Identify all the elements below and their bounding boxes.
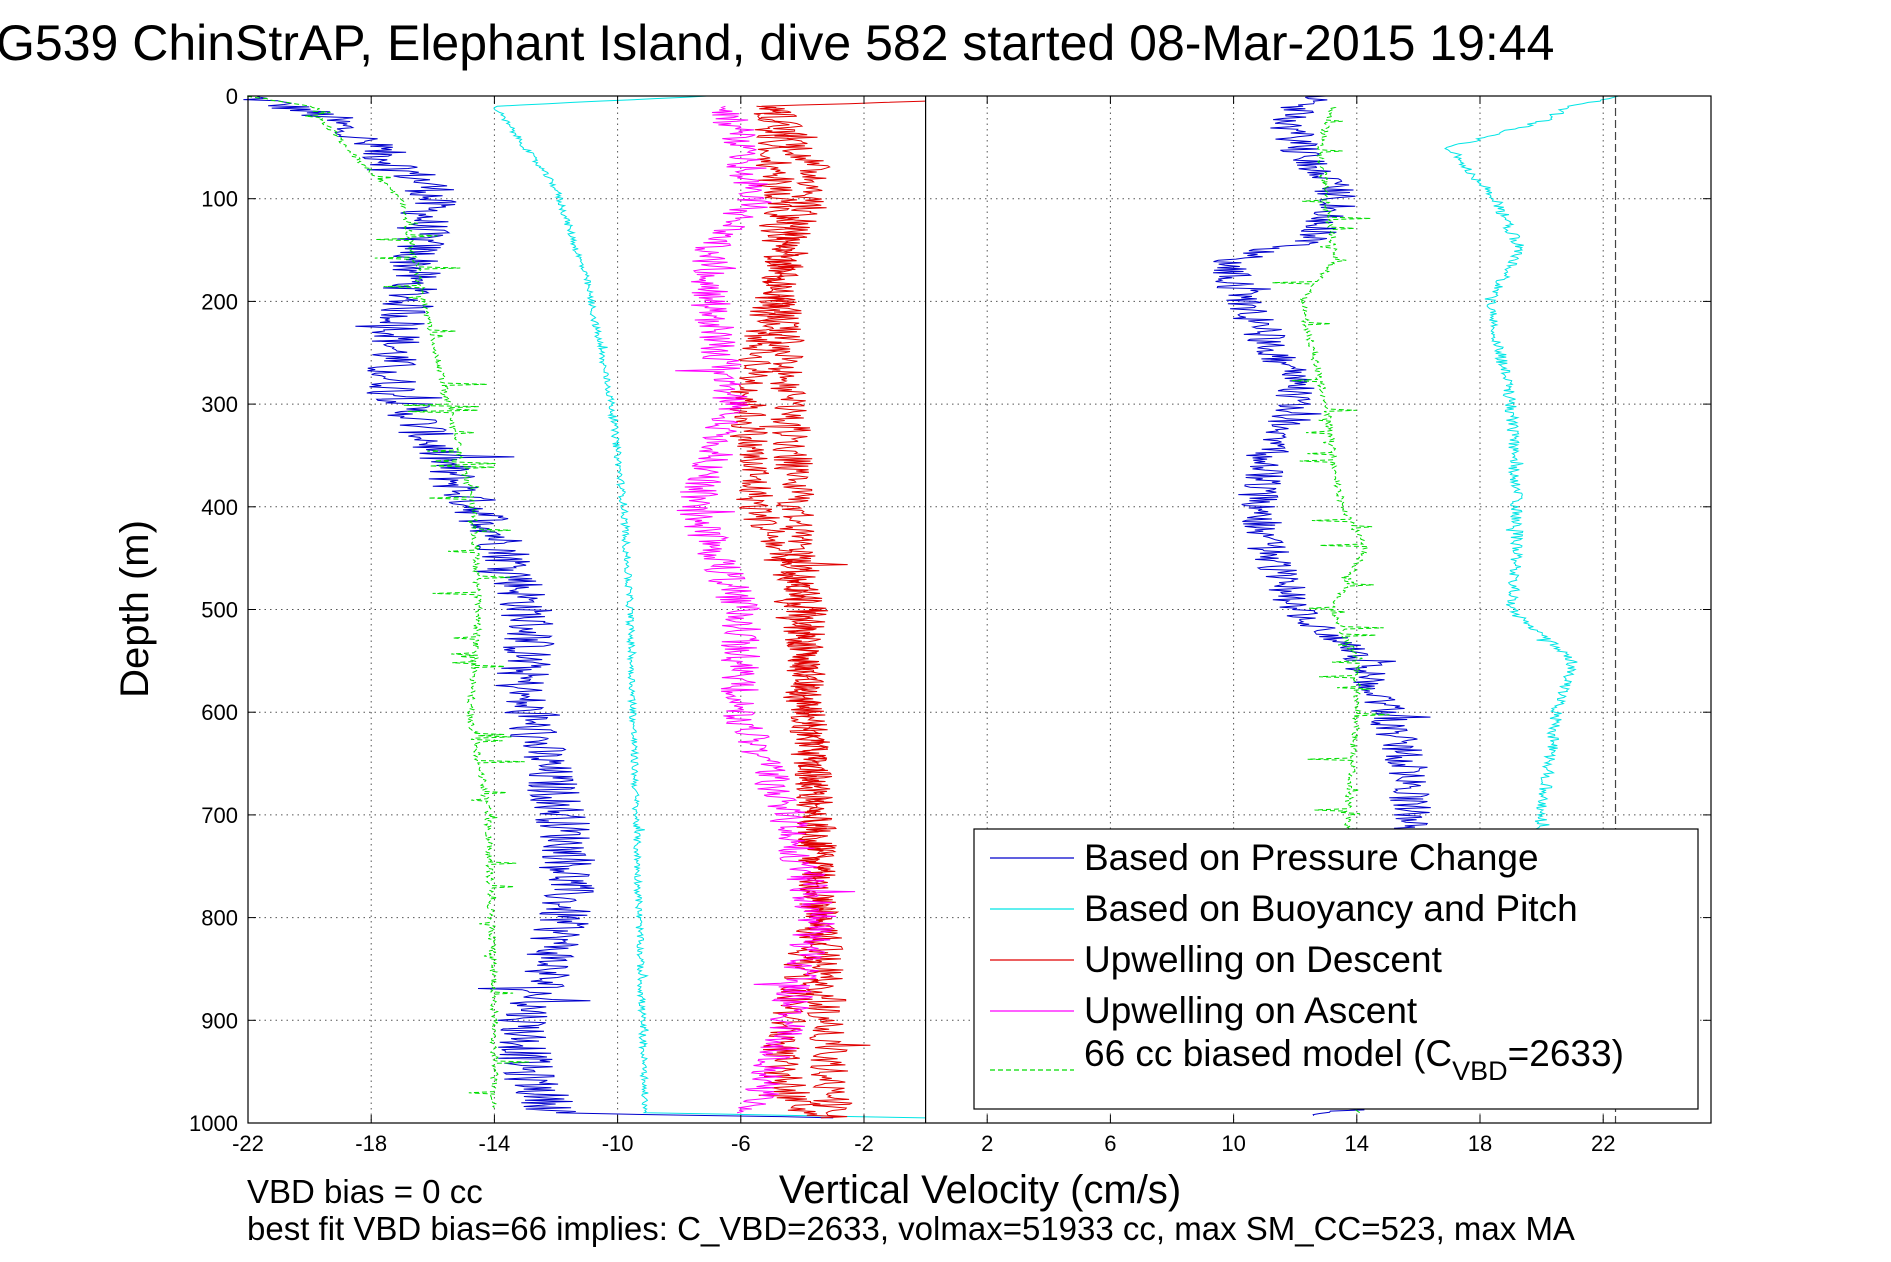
legend-label-model: 66 cc biased model (CVBD=2633): [1084, 1033, 1624, 1086]
x-tick-label: 10: [1221, 1131, 1245, 1156]
x-tick-label: 22: [1591, 1131, 1615, 1156]
x-tick-label: -2: [854, 1131, 874, 1156]
x-axis-ticks: -22 -18 -14 -10 -6 -2 2 6 10 14 18 22: [232, 96, 1615, 1156]
y-tick-label: 200: [201, 289, 238, 314]
footer-line-2: best fit VBD bias=66 implies: C_VBD=2633…: [247, 1210, 1575, 1247]
footer-line-1: VBD bias = 0 cc: [247, 1173, 483, 1210]
legend-label-buoyancy: Based on Buoyancy and Pitch: [1084, 888, 1578, 929]
y-tick-label: 700: [201, 803, 238, 828]
y-axis-ticks: 0 100 200 300 400 500 600 700 800 900 1000: [189, 84, 1711, 1136]
x-axis-label: Vertical Velocity (cm/s): [779, 1168, 1181, 1212]
x-tick-label: -14: [479, 1131, 511, 1156]
x-tick-label: 2: [981, 1131, 993, 1156]
x-tick-label: 18: [1468, 1131, 1492, 1156]
y-tick-label: 300: [201, 392, 238, 417]
y-tick-label: 1000: [189, 1111, 238, 1136]
y-tick-label: 100: [201, 187, 238, 212]
legend-label-pressure: Based on Pressure Change: [1084, 837, 1539, 878]
legend: Based on Pressure Change Based on Buoyanc…: [973, 828, 1699, 1110]
y-axis-label: Depth (m): [113, 520, 157, 698]
x-tick-label: -10: [602, 1131, 634, 1156]
y-tick-label: 400: [201, 495, 238, 520]
y-tick-label: 500: [201, 598, 238, 623]
legend-label-ascent: Upwelling on Ascent: [1084, 990, 1418, 1031]
series-layer: [243, 95, 1619, 1119]
series-line-model_descent: [247, 95, 530, 1108]
legend-label-descent: Upwelling on Descent: [1084, 939, 1443, 980]
x-tick-label: -6: [731, 1131, 751, 1156]
y-tick-label: 600: [201, 700, 238, 725]
legend-box: [973, 828, 1699, 1110]
x-tick-label: -18: [355, 1131, 387, 1156]
series-line-buoyancy_descent: [493, 95, 926, 1119]
x-tick-label: -22: [232, 1131, 264, 1156]
series-line-pressure_descent: [243, 95, 834, 1119]
x-tick-label: 14: [1345, 1131, 1369, 1156]
chart-title: G539 ChinStrAP, Elephant Island, dive 58…: [0, 15, 1554, 71]
y-tick-label: 900: [201, 1008, 238, 1033]
y-tick-label: 0: [226, 84, 238, 109]
series-line-descent_upwelling: [728, 100, 926, 1119]
x-tick-label: 6: [1104, 1131, 1116, 1156]
y-tick-label: 800: [201, 906, 238, 931]
series-line-ascent_upwelling: [675, 105, 856, 1114]
